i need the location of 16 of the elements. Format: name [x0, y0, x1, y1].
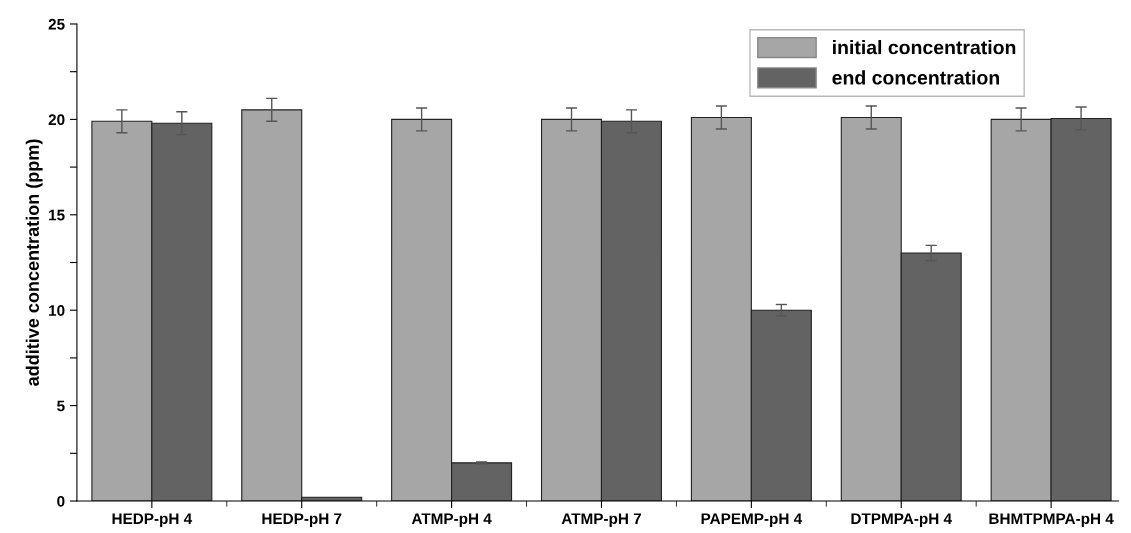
y-tick-label: 20 [48, 114, 65, 126]
x-tick-label: HEDP-pH 7 [262, 513, 342, 528]
y-tick-label: 10 [49, 305, 65, 316]
y-axis-title: additive concentration (ppm) [25, 139, 43, 386]
legend-label: end concentration [832, 70, 1000, 85]
x-tick-label: HEDP-pH 4 [112, 513, 193, 528]
y-tick-label: 0 [57, 495, 65, 507]
x-tick-label: PAPEMP-pH 4 [701, 513, 803, 528]
x-tick-label: DTPMPA-pH 4 [851, 513, 952, 528]
legend-label: initial concentration [833, 40, 1016, 55]
x-tick-label: ATMP-pH 4 [411, 513, 492, 528]
x-tick-label: ATMP-pH 7 [561, 513, 641, 528]
y-tick-label: 5 [57, 400, 65, 412]
x-tick-label: BHMTPMPA-pH 4 [989, 513, 1114, 528]
y-tick-label: 25 [48, 18, 65, 30]
y-tick-label: 15 [49, 209, 65, 221]
